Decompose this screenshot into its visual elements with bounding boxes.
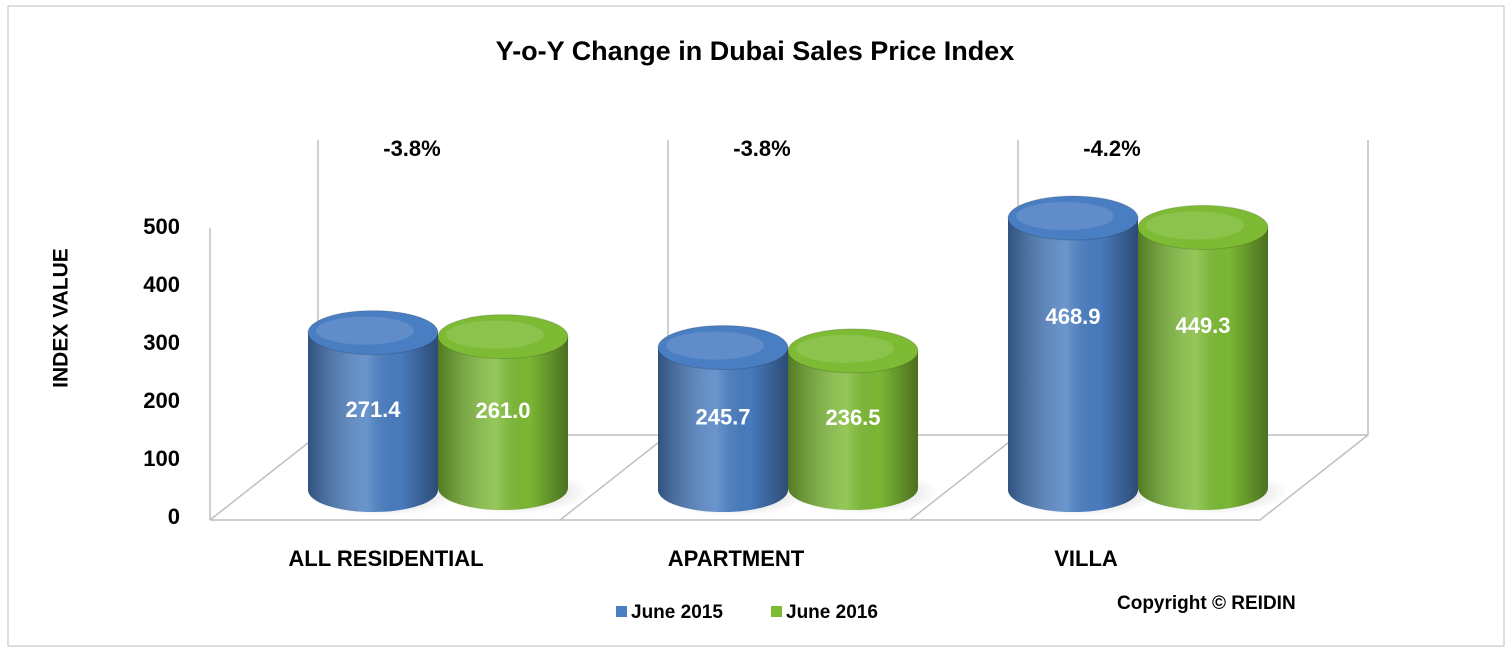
y-tick-label: 300 [143, 330, 180, 355]
bar-top-highlight [796, 334, 894, 363]
bar-top-highlight [316, 316, 414, 345]
bar-top-highlight [1016, 202, 1114, 231]
x-tick-label: VILLA [1054, 546, 1118, 571]
legend-label: June 2016 [786, 602, 878, 623]
y-tick-label: 0 [168, 504, 180, 529]
y-tick-label: 500 [143, 214, 180, 239]
floor-divider [909, 434, 1019, 521]
bar-top [437, 314, 569, 360]
floor-divider [559, 434, 669, 521]
bar-shading [788, 350, 918, 510]
bar-top-highlight [1146, 211, 1244, 240]
bar-top [307, 310, 439, 356]
chart-title: Y-o-Y Change in Dubai Sales Price Index [496, 36, 1015, 66]
copyright: Copyright © REIDIN [1117, 593, 1296, 614]
bar-shading [438, 336, 568, 510]
y-axis-label: INDEX VALUE [50, 248, 73, 388]
bar-top-highlight [666, 331, 764, 360]
value-label: 468.9 [1045, 304, 1100, 329]
bar-top [1007, 195, 1139, 241]
bar-shading [1008, 218, 1138, 512]
annotation: -3.8% [383, 136, 440, 161]
bar-top [657, 324, 789, 370]
y-tick-label: 200 [143, 388, 180, 413]
value-label: 261.0 [475, 398, 530, 423]
bar-shading [658, 347, 788, 512]
value-label: 271.4 [345, 397, 401, 422]
x-tick-label: ALL RESIDENTIAL [288, 546, 483, 571]
bar-top [787, 328, 919, 374]
legend-label: June 2015 [631, 602, 723, 623]
legend-swatch [616, 606, 627, 617]
annotation: -4.2% [1083, 136, 1140, 161]
annotation: -3.8% [733, 136, 790, 161]
y-tick-label: 400 [143, 272, 180, 297]
legend-swatch [771, 606, 782, 617]
bar-top [1137, 204, 1269, 250]
value-label: 245.7 [695, 405, 750, 430]
value-label: 449.3 [1175, 313, 1230, 338]
y-tick-label: 100 [143, 446, 180, 471]
bar-top-highlight [446, 320, 544, 349]
bar-shading [308, 332, 438, 512]
x-tick-label: APARTMENT [668, 546, 805, 571]
bar-shading [1138, 227, 1268, 510]
value-label: 236.5 [825, 405, 880, 430]
